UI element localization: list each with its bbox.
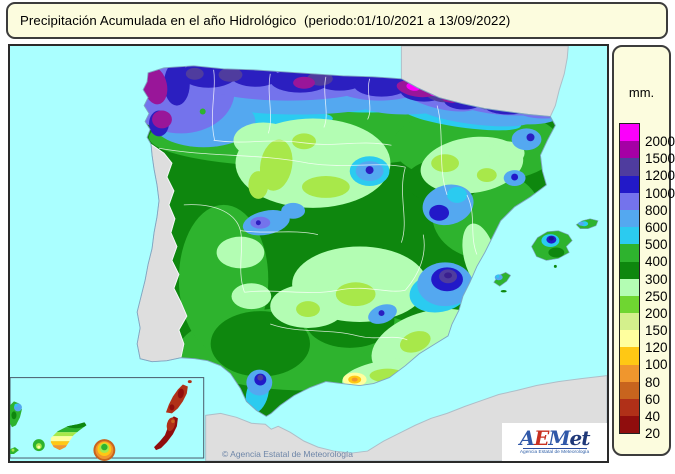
legend-entry: 150 (620, 313, 668, 338)
legend-swatch (620, 330, 639, 348)
legend-swatch (620, 261, 639, 279)
legend-swatch (620, 416, 639, 434)
legend-entry: 1200 (620, 158, 675, 183)
legend-entry: 60 (620, 381, 660, 407)
legend-swatch (620, 295, 639, 314)
legend-swatch (620, 244, 639, 262)
legend-swatch (620, 381, 639, 399)
precipitation-map (10, 46, 607, 461)
legend-swatch (620, 141, 639, 159)
title-bar: Precipitación Acumulada en el año Hidrol… (6, 2, 668, 39)
legend-entry: 1000 (620, 175, 675, 201)
legend-value: 40 (645, 409, 661, 424)
legend-value: 1500 (645, 151, 675, 167)
legend-swatch (620, 347, 639, 365)
logo-letter: e (569, 426, 582, 450)
legend-unit-label: mm. (628, 85, 655, 100)
legend-swatch (620, 313, 639, 331)
legend-entry: 40 (620, 399, 660, 424)
legend-entry: 120 (620, 330, 668, 355)
legend-entry: 1500 (620, 141, 675, 166)
aemet-logo-subtitle: Agencia Estatal de Meteorología (519, 450, 590, 455)
aemet-logo-rule (522, 448, 587, 449)
legend-value: 600 (645, 219, 668, 235)
legend-value: 80 (645, 374, 661, 390)
legend-value: 250 (645, 288, 668, 304)
legend-value: 300 (645, 271, 668, 287)
balearic-islands (493, 218, 599, 293)
legend-value: 2000 (645, 134, 675, 149)
legend-value: 400 (645, 254, 668, 270)
legend-value: 500 (645, 237, 668, 253)
logo-letter: M (548, 426, 570, 450)
legend-value: 20 (645, 426, 661, 442)
legend-swatch (620, 364, 639, 382)
copyright-text: © Agencia Estatal de Meteorología (222, 449, 354, 459)
legend-swatch (620, 209, 639, 228)
legend-swatch (620, 158, 639, 176)
legend-swatch (620, 175, 639, 193)
logo-letter: t (581, 426, 590, 450)
legend-value: 1000 (645, 185, 675, 201)
legend-value: 1200 (645, 168, 675, 184)
legend-swatch (620, 399, 639, 417)
legend-value: 800 (645, 202, 668, 218)
legend-entry: 300 (620, 261, 668, 287)
logo-letter: A (519, 426, 536, 450)
canary-inset (10, 377, 205, 461)
map-panel: © Agencia Estatal de Meteorología AEMet … (8, 44, 609, 463)
aemet-logo: AEMet Agencia Estatal de Meteorología (502, 423, 607, 461)
coastline (136, 65, 556, 417)
legend-entry: 2000 (620, 124, 675, 149)
legend-entry: 200 (620, 295, 668, 321)
legend-entry: 400 (620, 244, 668, 269)
legend-entry: 500 (620, 227, 668, 252)
aemet-logo-text: AEMet (519, 426, 591, 450)
legend-value: 100 (645, 357, 668, 373)
legend-swatch (620, 278, 639, 296)
legend-value: 60 (645, 391, 661, 407)
province-borders (158, 69, 478, 341)
legend-entry: 80 (620, 364, 660, 390)
legend-panel: mm. 2000 1500 1200 1000 800 600 500 400 300 250 20… (612, 45, 675, 456)
legend-swatch (620, 227, 639, 245)
legend-swatch (620, 124, 639, 142)
logo-letter: E (534, 426, 549, 450)
legend-entry: 20 (620, 416, 660, 441)
legend-value: 120 (645, 340, 668, 356)
legend-scale: 2000 1500 1200 1000 800 600 500 400 300 250 200 150… (619, 123, 675, 441)
legend-swatch (620, 192, 639, 210)
legend-value: 200 (645, 305, 668, 321)
legend-entry: 800 (620, 192, 668, 218)
legend-entry: 100 (620, 347, 668, 372)
legend-entry: 600 (620, 209, 668, 235)
legend-entry: 250 (620, 278, 668, 304)
page-title: Precipitación Acumulada en el año Hidrol… (20, 13, 511, 28)
legend-value: 150 (645, 323, 668, 339)
